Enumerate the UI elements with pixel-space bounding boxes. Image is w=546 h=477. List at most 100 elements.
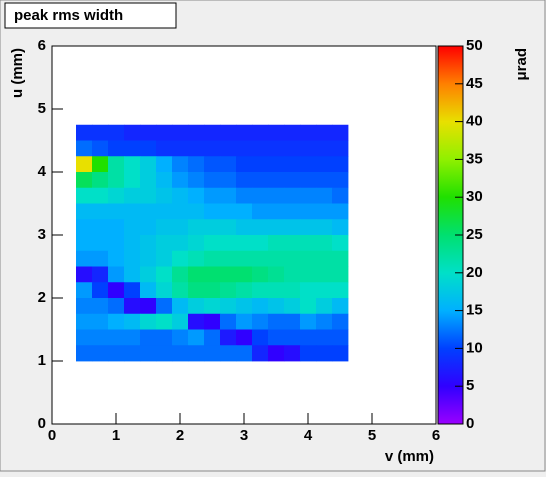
heat-cell	[156, 140, 173, 157]
heat-cell	[188, 219, 205, 236]
heat-cell	[284, 187, 301, 204]
z-tick-label: 15	[466, 302, 483, 319]
heat-cell	[220, 250, 237, 267]
heat-cell	[332, 329, 349, 346]
x-tick-label: 1	[112, 427, 120, 444]
heat-cell	[156, 298, 173, 315]
heat-cell	[268, 172, 285, 189]
heat-cell	[252, 219, 269, 236]
heat-cell	[188, 235, 205, 252]
heat-cell	[284, 282, 301, 299]
heat-cell	[220, 282, 237, 299]
heat-cell	[108, 172, 125, 189]
y-tick-label: 6	[38, 37, 46, 54]
heat-cell	[76, 172, 93, 189]
heat-cell	[92, 298, 109, 315]
heat-cell	[124, 156, 141, 173]
heat-cell	[268, 313, 285, 330]
z-tick-label: 50	[466, 37, 483, 54]
heat-cell	[140, 266, 157, 283]
heat-cell	[268, 250, 285, 267]
z-tick-label: 20	[466, 264, 483, 281]
heat-cell	[76, 140, 93, 157]
heat-cell	[204, 140, 221, 157]
heat-cell	[172, 172, 189, 189]
heat-cell	[236, 219, 253, 236]
heat-cell	[124, 298, 141, 315]
heat-cell	[252, 298, 269, 315]
heat-cell	[172, 156, 189, 173]
heat-cell	[220, 313, 237, 330]
heat-cell	[172, 266, 189, 283]
y-axis-label: u (mm)	[9, 48, 26, 98]
heat-cell	[108, 124, 125, 141]
heat-cell	[140, 345, 157, 362]
heat-cell	[316, 235, 333, 252]
heat-cell	[140, 156, 157, 173]
heat-cell	[268, 140, 285, 157]
heat-cell	[300, 282, 317, 299]
heat-cell	[220, 172, 237, 189]
heat-cell	[156, 345, 173, 362]
x-axis-label: v (mm)	[385, 448, 434, 465]
heat-cell	[316, 203, 333, 220]
heat-cell	[316, 329, 333, 346]
heat-cell	[76, 313, 93, 330]
heat-cell	[92, 156, 109, 173]
heat-cell	[204, 124, 221, 141]
z-tick-label: 45	[466, 75, 483, 92]
heat-cell	[108, 266, 125, 283]
heat-cell	[188, 140, 205, 157]
heat-cell	[252, 313, 269, 330]
heat-cell	[316, 156, 333, 173]
heat-cell	[92, 282, 109, 299]
heat-cell	[76, 345, 93, 362]
heat-cell	[108, 187, 125, 204]
heat-cell	[188, 313, 205, 330]
heat-cell	[236, 250, 253, 267]
heat-cell	[220, 266, 237, 283]
heat-cell	[236, 329, 253, 346]
heat-cell	[172, 124, 189, 141]
heat-cell	[92, 329, 109, 346]
heat-cell	[188, 329, 205, 346]
heat-cell	[316, 219, 333, 236]
heat-cell	[92, 235, 109, 252]
heat-cell	[204, 235, 221, 252]
heat-cell	[220, 187, 237, 204]
heat-cell	[204, 250, 221, 267]
heat-cell	[108, 203, 125, 220]
heat-cell	[172, 187, 189, 204]
heat-cell	[316, 140, 333, 157]
heat-cell	[284, 313, 301, 330]
heat-cell	[124, 172, 141, 189]
heat-cell	[124, 313, 141, 330]
z-tick-label: 40	[466, 113, 483, 130]
heat-cell	[268, 282, 285, 299]
heat-cell	[236, 345, 253, 362]
heat-cell	[268, 219, 285, 236]
heat-cell	[76, 124, 93, 141]
heat-cell	[252, 172, 269, 189]
title-box	[4, 2, 177, 29]
heat-cell	[76, 187, 93, 204]
z-tick-label: 35	[466, 150, 483, 167]
heat-cell	[188, 187, 205, 204]
y-tick-label: 0	[38, 415, 46, 432]
heat-cell	[188, 298, 205, 315]
heat-cell	[92, 219, 109, 236]
heat-cell	[188, 124, 205, 141]
heat-cell	[300, 172, 317, 189]
heat-cell	[140, 203, 157, 220]
heat-cell	[284, 250, 301, 267]
heat-cell	[268, 235, 285, 252]
heat-cell	[332, 266, 349, 283]
heat-cell	[316, 266, 333, 283]
heat-cell	[172, 345, 189, 362]
heat-cell	[140, 235, 157, 252]
z-tick-label: 5	[466, 377, 474, 394]
heat-cell	[92, 250, 109, 267]
z-axis-label: μrad	[513, 48, 530, 81]
heat-cell	[300, 124, 317, 141]
heat-cell	[268, 156, 285, 173]
